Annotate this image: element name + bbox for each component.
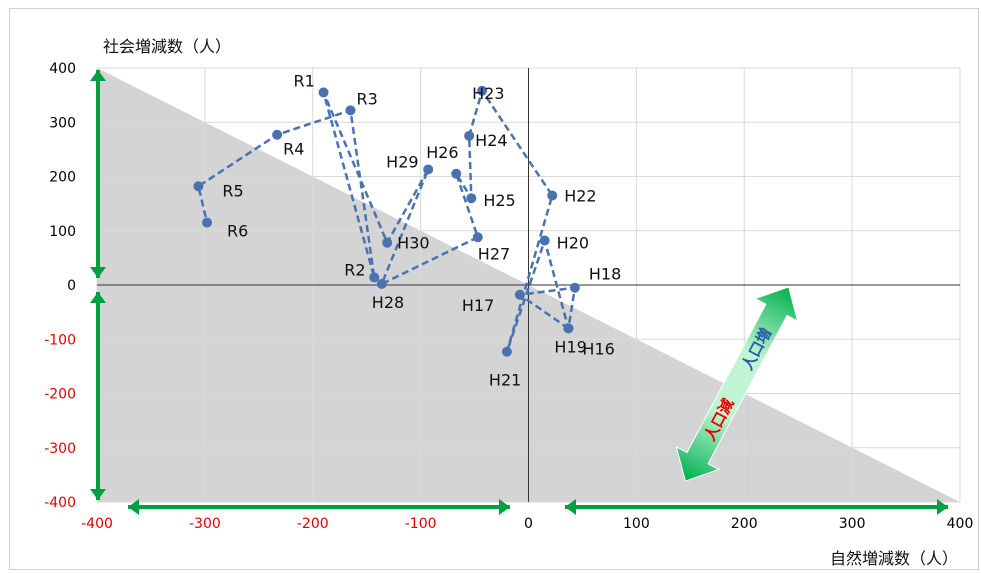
y-tick-label: 100: [49, 224, 76, 240]
data-point-h25: [466, 193, 477, 204]
point-label-h16: H16: [582, 339, 614, 358]
data-point-r1: [318, 87, 329, 98]
x-axis-arrow-right: [565, 499, 948, 515]
x-tick-label: 400: [947, 516, 974, 532]
point-label-h30: H30: [397, 234, 429, 253]
series-points: [193, 85, 580, 357]
x-tick-label: 0: [524, 516, 533, 532]
axis-arrows: [90, 70, 948, 515]
y-tick-label: 400: [49, 61, 76, 77]
y-axis-title: 社会増減数（人）: [103, 37, 232, 56]
y-tick-label: -100: [44, 332, 76, 348]
data-point-r4: [272, 129, 283, 140]
y-tick-label: 300: [49, 115, 76, 131]
data-point-r3: [345, 105, 356, 116]
point-labels: H16 H17 H18 H19 H20 H21 H22 H23 H24 H25 H26 H27 H28 H…: [222, 71, 621, 389]
x-axis-title: 自然増減数（人）: [830, 549, 959, 568]
point-label-h25: H25: [483, 191, 515, 210]
data-point-h19: [563, 323, 574, 334]
y-axis-arrow-upper: [90, 70, 106, 278]
point-label-h29: H29: [386, 152, 418, 171]
data-point-h27: [472, 232, 483, 243]
point-label-r6: R6: [227, 222, 248, 241]
data-point-h21: [501, 346, 512, 357]
point-label-h28: H28: [372, 293, 404, 312]
x-tick-label: 300: [839, 516, 866, 532]
data-point-r2: [369, 272, 380, 283]
point-label-h27: H27: [478, 244, 510, 263]
point-label-r3: R3: [357, 89, 378, 108]
point-label-r4: R4: [283, 140, 304, 159]
point-label-h26: H26: [426, 143, 458, 162]
data-point-h20: [539, 235, 550, 246]
data-point-r6: [202, 217, 213, 228]
axes: [97, 68, 960, 502]
y-axis-arrow-lower: [90, 292, 106, 500]
data-point-h29: [423, 164, 434, 175]
y-tick-label: -300: [44, 441, 76, 457]
data-point-h23: [477, 85, 488, 96]
x-tick-label: 100: [623, 516, 650, 532]
point-label-h20: H20: [557, 234, 589, 253]
y-tick-label: 200: [49, 170, 76, 186]
x-tick-label: -100: [405, 516, 437, 532]
data-point-r5: [193, 181, 204, 192]
x-tick-label: -300: [189, 516, 221, 532]
point-label-r1: R1: [294, 71, 315, 90]
x-tick-label: 200: [731, 516, 758, 532]
point-label-h19: H19: [554, 337, 586, 356]
tick-labels: 400 300 200 100 0 -100 -200 -300 -400 -400 -300 -20…: [44, 61, 973, 532]
y-tick-label: -400: [44, 495, 76, 511]
series-path: [196, 87, 577, 353]
data-point-h17: [514, 289, 525, 300]
y-tick-label: 0: [67, 278, 76, 294]
point-label-h23: H23: [472, 84, 504, 103]
chart-frame: [9, 8, 979, 570]
y-tick-label: -200: [44, 387, 76, 403]
data-point-h28: [376, 278, 387, 289]
series-line: [196, 87, 577, 353]
point-label-h24: H24: [475, 131, 507, 150]
point-label-h21: H21: [489, 371, 521, 390]
x-tick-label: -400: [81, 516, 113, 532]
data-point-h22: [547, 190, 558, 201]
x-tick-label: -200: [297, 516, 329, 532]
point-label-h17: H17: [462, 296, 494, 315]
point-label-h18: H18: [589, 265, 621, 284]
data-point-h26: [451, 168, 462, 179]
point-label-r5: R5: [222, 181, 243, 200]
data-point-h18: [569, 282, 580, 293]
point-label-h22: H22: [564, 186, 596, 205]
data-point-h24: [464, 130, 475, 141]
point-label-r2: R2: [344, 260, 365, 279]
data-point-h30: [382, 237, 393, 248]
x-axis-arrow-left: [128, 499, 510, 515]
